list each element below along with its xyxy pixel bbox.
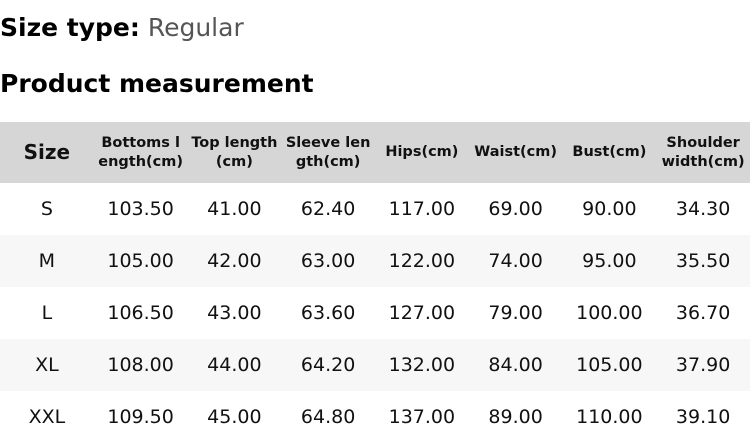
table-cell: XXL (28, 406, 66, 428)
table-cell: 105.00 (562, 339, 657, 391)
table-cell: 44.00 (187, 339, 282, 391)
table-cell: 63.00 (281, 235, 375, 287)
table-cell: 37.90 (656, 339, 750, 391)
table-cell: 69.00 (488, 198, 543, 220)
section-title: Product measurement (0, 69, 314, 98)
column-header: Size (0, 122, 94, 183)
table-cell: XL (0, 339, 94, 391)
column-header: Bust(cm) (562, 122, 657, 183)
table-row: XXL 109.50 45.00 64.80 137.00 89.00 110.00 39.1… (0, 391, 750, 443)
table-cell: 43.00 (207, 302, 262, 324)
column-header: Shoulder width(cm) (656, 122, 750, 183)
table-cell: 137.00 (388, 406, 456, 428)
table-cell: 89.00 (488, 406, 543, 428)
table-cell: 42.00 (187, 235, 282, 287)
table-cell: 110.00 (576, 406, 643, 428)
table-cell: 35.50 (656, 235, 750, 287)
table-cell: 74.00 (468, 235, 563, 287)
table-cell: 45.00 (207, 406, 262, 428)
table-cell: 117.00 (388, 198, 456, 220)
table-cell: 127.00 (388, 302, 456, 324)
table-cell: 39.10 (675, 406, 731, 428)
table-cell: 64.20 (281, 339, 375, 391)
table-cell: 79.00 (488, 302, 543, 324)
table-cell: M (0, 235, 94, 287)
table-row: M 105.00 42.00 63.00 122.00 74.00 95.00 35.50 (0, 235, 750, 287)
table-cell: 95.00 (562, 235, 657, 287)
column-header: Sleeve length(cm) (281, 122, 375, 183)
table-cell: 36.70 (675, 302, 731, 324)
table-row: S 103.50 41.00 62.40 117.00 69.00 90.00 34.30 (0, 183, 750, 235)
table-cell: 122.00 (375, 235, 469, 287)
column-header: Waist(cm) (468, 122, 563, 183)
table-cell: 63.60 (300, 302, 356, 324)
table-cell: 105.00 (93, 235, 188, 287)
table-cell: 132.00 (375, 339, 469, 391)
column-header: Top length(cm) (187, 122, 282, 183)
size-type: Size type: Regular (0, 12, 244, 44)
table-cell: 84.00 (468, 339, 563, 391)
table-cell: 34.30 (675, 198, 731, 220)
size-type-value: Regular (147, 13, 244, 42)
table-header-row: Size Bottoms length(cm) Top length(cm) Slee… (0, 122, 750, 183)
measurement-table: Size Bottoms length(cm) Top length(cm) Slee… (0, 122, 750, 443)
table-cell: 108.00 (93, 339, 188, 391)
table-cell: 41.00 (207, 198, 262, 220)
table-cell: 62.40 (300, 198, 356, 220)
table-row: L 106.50 43.00 63.60 127.00 79.00 100.00 36.70 (0, 287, 750, 339)
column-header: Bottoms length(cm) (93, 122, 188, 183)
table-cell: L (41, 302, 53, 324)
table-cell: 109.50 (107, 406, 174, 428)
table-cell: 90.00 (582, 198, 637, 220)
table-cell: 64.80 (300, 406, 356, 428)
table-cell: 103.50 (107, 198, 174, 220)
size-type-label: Size type: (0, 13, 140, 42)
table-cell: 100.00 (576, 302, 643, 324)
table-row: XL 108.00 44.00 64.20 132.00 84.00 105.00 37.90 (0, 339, 750, 391)
table-cell: S (40, 198, 53, 220)
column-header: Hips(cm) (375, 122, 469, 183)
table-cell: 106.50 (107, 302, 174, 324)
